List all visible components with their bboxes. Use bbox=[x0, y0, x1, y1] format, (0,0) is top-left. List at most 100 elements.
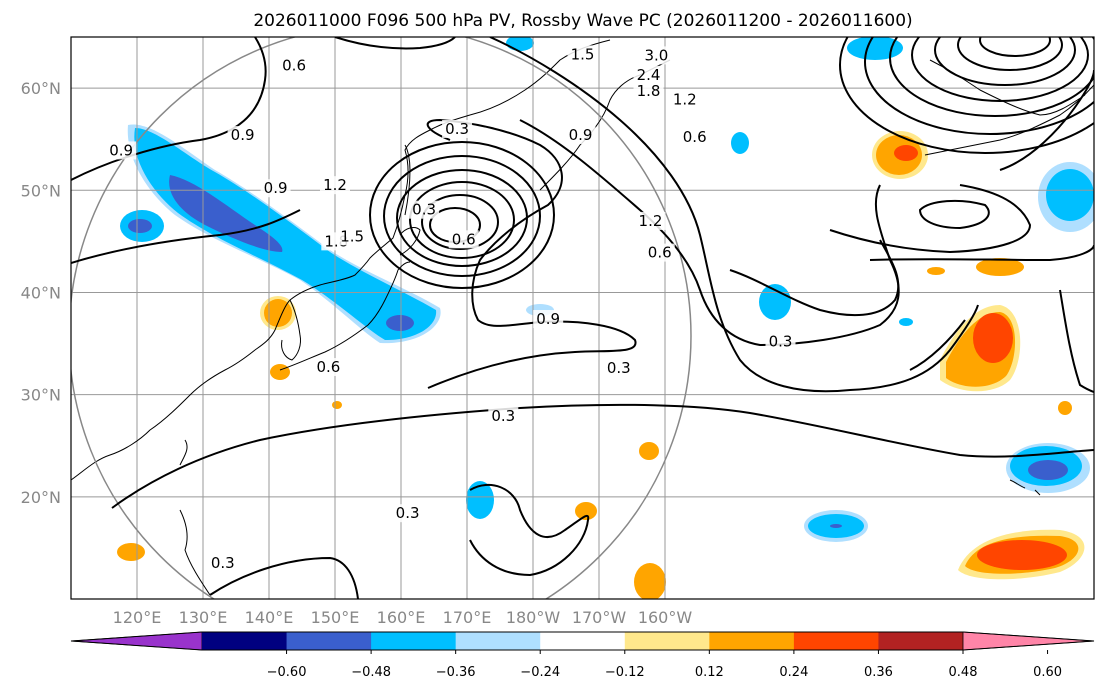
contour-high-japan-5 bbox=[421, 194, 499, 250]
contour-label-bg bbox=[669, 90, 700, 109]
contour-label: 2.4 bbox=[637, 66, 661, 84]
contour-label-bg bbox=[635, 211, 666, 230]
colorbar-segment bbox=[540, 632, 626, 650]
contour-label-bg bbox=[565, 126, 596, 145]
colorbar-outline bbox=[70, 631, 1095, 651]
y-tick-label: 30°N bbox=[21, 386, 61, 405]
colorbar-tick-label: 0.24 bbox=[779, 665, 808, 680]
contour-label-bg bbox=[448, 230, 479, 249]
x-tick-label: 160°E bbox=[377, 608, 426, 627]
contour-label-bg bbox=[633, 65, 664, 84]
positive-anomaly-small-i bbox=[332, 401, 342, 409]
contour-label: 0.9 bbox=[536, 310, 560, 328]
coast-asia-mainland bbox=[71, 114, 471, 481]
negative-anomaly-japan bbox=[386, 315, 414, 331]
colorbar-tick-label: −0.60 bbox=[267, 665, 307, 680]
negative-anomaly-strong bbox=[169, 175, 283, 252]
contour-high-japan-4 bbox=[409, 181, 515, 259]
negative-anomaly-ne-core bbox=[1046, 169, 1094, 221]
negative-anomaly-d bbox=[466, 481, 494, 519]
contour-label: 0.3 bbox=[211, 554, 235, 572]
contour-0.6-loop bbox=[426, 118, 637, 389]
contour-label-bg bbox=[313, 358, 344, 377]
contour-labels: 0.6 0.9 0.9 0.9 1.2 1.8 1.5 0.3 0.3 0.6 0.6 0.9 0.9 1… bbox=[106, 45, 796, 573]
contour-label-bg bbox=[603, 359, 634, 378]
contour-0.3-east-b bbox=[909, 319, 966, 371]
contour-label: 0.3 bbox=[769, 333, 793, 351]
colorbar-segment bbox=[371, 632, 457, 650]
colorbar-segment bbox=[793, 632, 879, 650]
contour-label: 3.0 bbox=[644, 46, 668, 64]
negative-anomaly-s-dot bbox=[830, 524, 842, 528]
colorbar-tick-label: −0.12 bbox=[605, 665, 645, 680]
contour-0.6-upper bbox=[334, 37, 456, 50]
contour-0.3-south-loop bbox=[469, 483, 590, 577]
contour-label: 0.3 bbox=[396, 504, 420, 522]
contour-high-japan-2 bbox=[383, 155, 541, 277]
y-tick-label: 60°N bbox=[21, 79, 61, 98]
contour-label: 0.3 bbox=[607, 359, 631, 377]
contour-label: 0.6 bbox=[282, 57, 306, 75]
x-tick-label: 140°E bbox=[245, 608, 294, 627]
y-tick-label: 40°N bbox=[21, 283, 61, 302]
colorbar-tick-label: −0.48 bbox=[351, 665, 391, 680]
contour-label-bg bbox=[392, 504, 423, 523]
contour-label: 0.9 bbox=[231, 126, 255, 144]
colorbar-segment bbox=[878, 632, 964, 650]
contour-0.3-sw bbox=[209, 556, 359, 599]
negative-anomaly-w-core bbox=[128, 219, 152, 233]
contour-high-alaska-5 bbox=[934, 37, 1076, 86]
contour-label-bg bbox=[279, 56, 310, 75]
contour-label-bg bbox=[442, 119, 473, 138]
y-axis-ticks: 20°N 30°N 40°N 50°N 60°N bbox=[21, 79, 61, 507]
colorbar-segment bbox=[455, 632, 541, 650]
positive-anomaly-aleutian-core bbox=[894, 145, 918, 161]
positive-anomaly-japan-sea-core bbox=[264, 299, 292, 327]
contour-label-bg bbox=[320, 176, 350, 195]
contour-label: 0.9 bbox=[569, 126, 593, 144]
contour-label: 1.8 bbox=[637, 82, 661, 100]
contour-label-bg bbox=[227, 126, 258, 145]
y-tick-label: 20°N bbox=[21, 488, 61, 507]
contour-label: 1.2 bbox=[673, 90, 697, 108]
negative-anomaly-core bbox=[134, 128, 437, 340]
colorbar-segment bbox=[286, 632, 372, 650]
contour-0.6-east bbox=[869, 244, 1094, 262]
contour-label-bg bbox=[765, 332, 796, 351]
positive-anomaly-small-h bbox=[1058, 401, 1072, 415]
contour-label-bg bbox=[533, 310, 564, 329]
contour-high-japan-1 bbox=[369, 141, 555, 289]
contour-label: 0.6 bbox=[648, 244, 672, 262]
colorbar-segment bbox=[624, 632, 710, 650]
contour-0.3-mid bbox=[489, 37, 979, 393]
contour-high-alaska-3 bbox=[889, 37, 1094, 117]
positive-anomaly-small-g bbox=[927, 267, 945, 275]
positive-anomaly-small-f bbox=[976, 258, 1024, 276]
positive-anomaly-small-d bbox=[639, 442, 659, 460]
contour-label-bg bbox=[260, 179, 291, 198]
contour-label-bg bbox=[207, 554, 238, 573]
x-tick-label: 150°E bbox=[311, 608, 360, 627]
contour-low-east bbox=[918, 199, 990, 230]
gridlines bbox=[71, 37, 1094, 599]
y-tick-label: 50°N bbox=[21, 181, 61, 200]
x-tick-label: 180°W bbox=[506, 608, 561, 627]
colorbar-tick-label: −0.24 bbox=[520, 665, 560, 680]
contour-high-japan bbox=[369, 141, 555, 289]
contour-label: 1.5 bbox=[571, 45, 595, 63]
contour-label: 1.2 bbox=[639, 212, 663, 230]
contour-high-alaska bbox=[839, 37, 1094, 154]
contour-label-bg bbox=[337, 227, 368, 246]
contour-label: 1.5 bbox=[340, 227, 364, 245]
contour-label: 0.9 bbox=[264, 179, 288, 197]
map-frame bbox=[70, 36, 1095, 600]
x-axis-ticks: 120°E 130°E 140°E 150°E 160°E 170°E 180°W 170°W… bbox=[113, 608, 693, 627]
contour-label-bg bbox=[633, 82, 664, 101]
coast-hawaii bbox=[1009, 479, 1041, 496]
colorbar-tick-label: 0.12 bbox=[695, 665, 724, 680]
map-area: 0.6 0.9 0.9 0.9 1.2 1.8 1.5 0.3 0.3 0.6 0.6 0.9 0.9 1… bbox=[71, 37, 1094, 599]
contour-0.9-east bbox=[729, 239, 900, 317]
contour-0.3-north bbox=[71, 209, 301, 264]
coast-taiwan-philippines bbox=[179, 439, 211, 596]
contour-label-bg bbox=[106, 141, 137, 160]
